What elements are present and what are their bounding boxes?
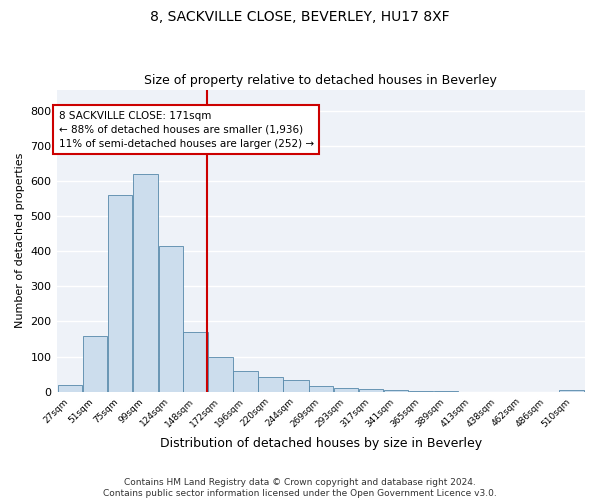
Bar [58, 384, 82, 392]
Bar [359, 390, 383, 392]
Bar [107, 195, 132, 392]
Y-axis label: Number of detached properties: Number of detached properties [15, 153, 25, 328]
Title: Size of property relative to detached houses in Beverley: Size of property relative to detached ho… [145, 74, 497, 87]
Bar [184, 332, 208, 392]
Bar [283, 380, 308, 392]
Bar [559, 390, 584, 392]
Text: 8, SACKVILLE CLOSE, BEVERLEY, HU17 8XF: 8, SACKVILLE CLOSE, BEVERLEY, HU17 8XF [150, 10, 450, 24]
Bar [133, 174, 158, 392]
Bar [334, 388, 358, 392]
Text: 8 SACKVILLE CLOSE: 171sqm
← 88% of detached houses are smaller (1,936)
11% of se: 8 SACKVILLE CLOSE: 171sqm ← 88% of detac… [59, 110, 314, 148]
Bar [233, 372, 257, 392]
Bar [208, 356, 233, 392]
Text: Contains HM Land Registry data © Crown copyright and database right 2024.
Contai: Contains HM Land Registry data © Crown c… [103, 478, 497, 498]
X-axis label: Distribution of detached houses by size in Beverley: Distribution of detached houses by size … [160, 437, 482, 450]
Bar [158, 246, 183, 392]
Bar [409, 390, 433, 392]
Bar [384, 390, 408, 392]
Bar [309, 386, 334, 392]
Bar [258, 377, 283, 392]
Bar [83, 336, 107, 392]
